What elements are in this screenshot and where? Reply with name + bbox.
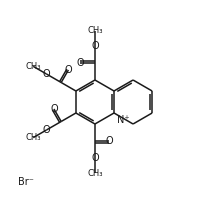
Text: O: O [64, 65, 72, 75]
Text: O: O [42, 125, 50, 135]
Text: O: O [105, 136, 113, 146]
Text: Br⁻: Br⁻ [18, 177, 34, 187]
Text: O: O [91, 41, 98, 51]
Text: CH₃: CH₃ [25, 133, 41, 142]
Text: CH₃: CH₃ [87, 169, 102, 178]
Text: N⁺: N⁺ [116, 115, 129, 125]
Text: CH₃: CH₃ [25, 62, 41, 71]
Text: O: O [42, 69, 50, 79]
Text: O: O [76, 58, 84, 68]
Text: O: O [50, 104, 58, 114]
Text: CH₃: CH₃ [87, 26, 102, 35]
Text: O: O [91, 153, 98, 163]
